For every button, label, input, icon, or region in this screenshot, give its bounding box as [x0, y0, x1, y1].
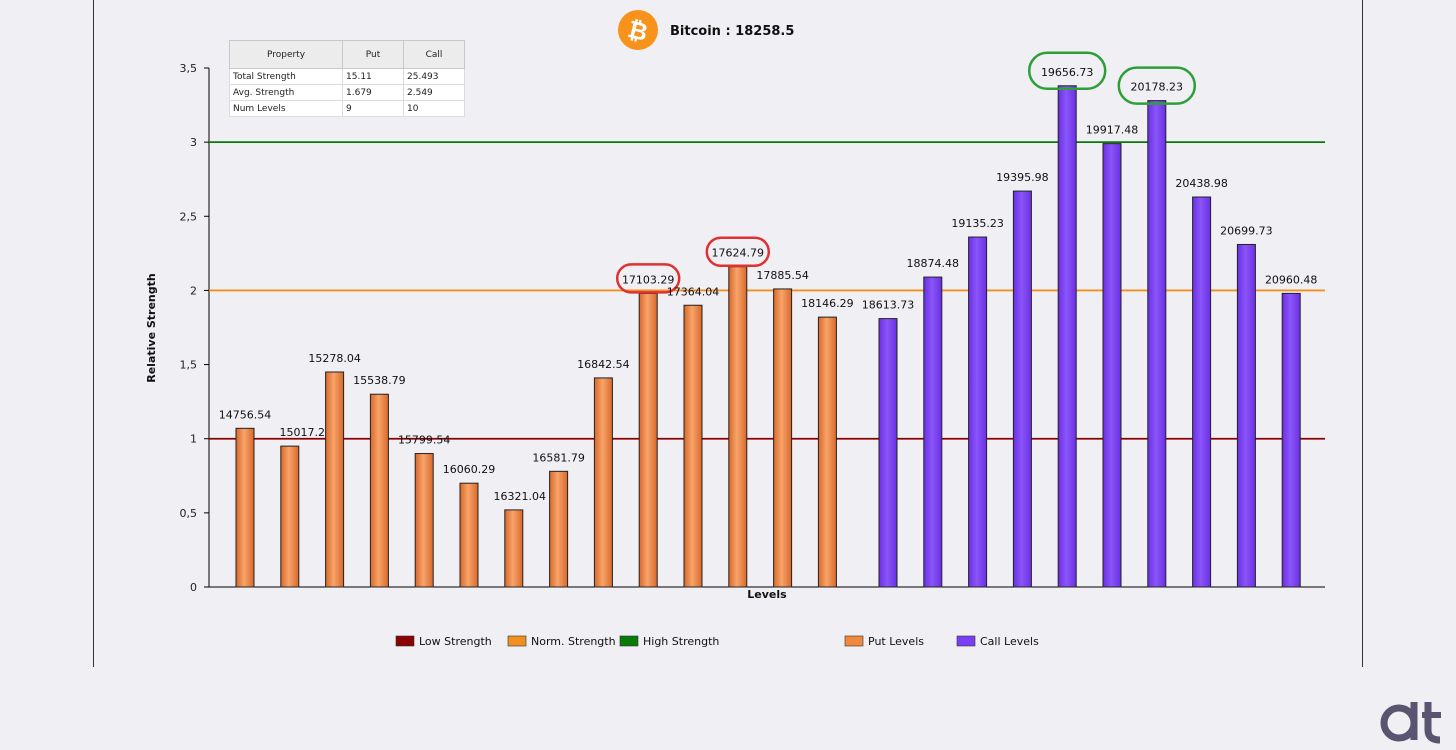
- table-cell: 9: [342, 100, 404, 117]
- bar-data-label: 19135.23: [951, 217, 1004, 230]
- put-bar: [280, 445, 300, 588]
- legend-swatch-low-strength: [395, 635, 415, 647]
- legend-label-norm-strength: Norm. Strength: [531, 635, 616, 648]
- bar-data-label: 14756.54: [219, 408, 272, 421]
- call-bar: [1147, 100, 1167, 588]
- table-cell: Total Strength: [229, 68, 343, 85]
- table-header-put: Put: [342, 40, 404, 69]
- put-bar: [593, 377, 613, 588]
- table-cell: Num Levels: [229, 100, 343, 117]
- y-axis-label: Relative Strength: [145, 273, 158, 382]
- bar-data-label: 17885.54: [756, 269, 809, 282]
- table-row: Avg. Strength 1.679 2.549: [229, 84, 465, 101]
- table-cell: 10: [403, 100, 465, 117]
- bar-data-label: 18613.73: [862, 299, 915, 312]
- bar-data-label: 20960.48: [1265, 273, 1318, 286]
- put-bar: [369, 393, 389, 588]
- highlight-ellipse: [1117, 66, 1197, 105]
- bar-data-label: 18146.29: [801, 297, 854, 310]
- y-tick-label: 1: [190, 433, 197, 446]
- table-row: Total Strength 15.11 25.493: [229, 68, 465, 85]
- put-bar: [325, 371, 345, 588]
- call-bar: [1057, 85, 1077, 588]
- y-tick-label: 3,5: [180, 62, 198, 75]
- bar-data-label: 16581.79: [532, 451, 585, 464]
- put-bar: [817, 316, 837, 588]
- bar-data-label: 19656.73: [1041, 66, 1094, 79]
- call-bar: [968, 236, 988, 588]
- legend-swatch-put-levels: [844, 635, 864, 647]
- put-bar: [549, 470, 569, 588]
- legend-label-put-levels: Put Levels: [868, 635, 924, 648]
- legend-swatch-high-strength: [619, 635, 639, 647]
- y-tick-label: 2: [190, 284, 197, 297]
- highlight-ellipse: [705, 236, 771, 267]
- table-cell: 2.549: [403, 84, 465, 101]
- legend-swatch-call-levels: [956, 635, 976, 647]
- y-tick-label: 2,5: [180, 210, 198, 223]
- bar-data-label: 19917.48: [1086, 124, 1139, 137]
- put-bar: [504, 509, 524, 588]
- legend-label-low-strength: Low Strength: [419, 635, 492, 648]
- bar-data-label: 15017.29: [280, 426, 333, 439]
- bitcoin-icon: [618, 10, 658, 50]
- table-cell: 1.679: [342, 84, 404, 101]
- brand-logo-icon: [1380, 702, 1441, 744]
- call-bar: [1281, 292, 1301, 588]
- bar-data-label: 15799.54: [398, 434, 451, 447]
- call-bar: [923, 276, 943, 588]
- call-bar: [1236, 243, 1256, 588]
- y-tick-label: 1,5: [180, 359, 198, 372]
- bar-data-label: 17624.79: [712, 247, 765, 260]
- table-cell: Avg. Strength: [229, 84, 343, 101]
- call-bar: [1102, 143, 1122, 588]
- bar-data-label: 15538.79: [353, 374, 406, 387]
- bar-data-label: 20178.23: [1131, 81, 1184, 94]
- legend-label-high-strength: High Strength: [643, 635, 719, 648]
- table-cell: 25.493: [403, 68, 465, 85]
- bar-data-label: 19395.98: [996, 171, 1049, 184]
- call-bar: [878, 318, 898, 588]
- legend-swatch-norm-strength: [507, 635, 527, 647]
- bar-data-label: 16321.04: [494, 490, 547, 503]
- put-bar: [414, 453, 434, 588]
- table-row: Num Levels 9 10: [229, 100, 465, 117]
- bar-data-label: 16060.29: [443, 463, 496, 476]
- bar-data-label: 20438.98: [1175, 177, 1228, 190]
- bar-data-label: 17103.29: [622, 273, 675, 286]
- table-cell: 15.11: [342, 68, 404, 85]
- stats-table: Property Put Call Total Strength 15.11 2…: [229, 40, 465, 117]
- bar-data-label: 18874.48: [907, 257, 960, 270]
- legend-label-call-levels: Call Levels: [980, 635, 1039, 648]
- chart-title: Bitcoin : 18258.5: [670, 24, 794, 39]
- put-bar: [235, 427, 255, 588]
- x-axis-label: Levels: [747, 588, 787, 601]
- call-bar: [1012, 190, 1032, 588]
- y-tick-label: 0: [190, 581, 197, 594]
- highlight-ellipse: [1027, 51, 1107, 91]
- y-tick-label: 0,5: [180, 507, 198, 520]
- put-bar: [638, 292, 658, 588]
- highlight-ellipse: [615, 263, 681, 294]
- put-bar: [683, 304, 703, 588]
- put-bar: [728, 266, 748, 588]
- put-bar: [459, 482, 479, 588]
- bar-data-label: 20699.73: [1220, 224, 1273, 237]
- call-bar: [1192, 196, 1212, 588]
- bar-data-label: 17364.04: [667, 285, 720, 298]
- put-bar: [773, 288, 793, 588]
- y-tick-label: 3: [190, 136, 197, 149]
- bar-data-label: 15278.04: [308, 352, 361, 365]
- bar-data-label: 16842.54: [577, 358, 630, 371]
- table-header-call: Call: [403, 40, 465, 69]
- chart-frame: [93, 0, 1363, 667]
- table-header-property: Property: [229, 40, 343, 69]
